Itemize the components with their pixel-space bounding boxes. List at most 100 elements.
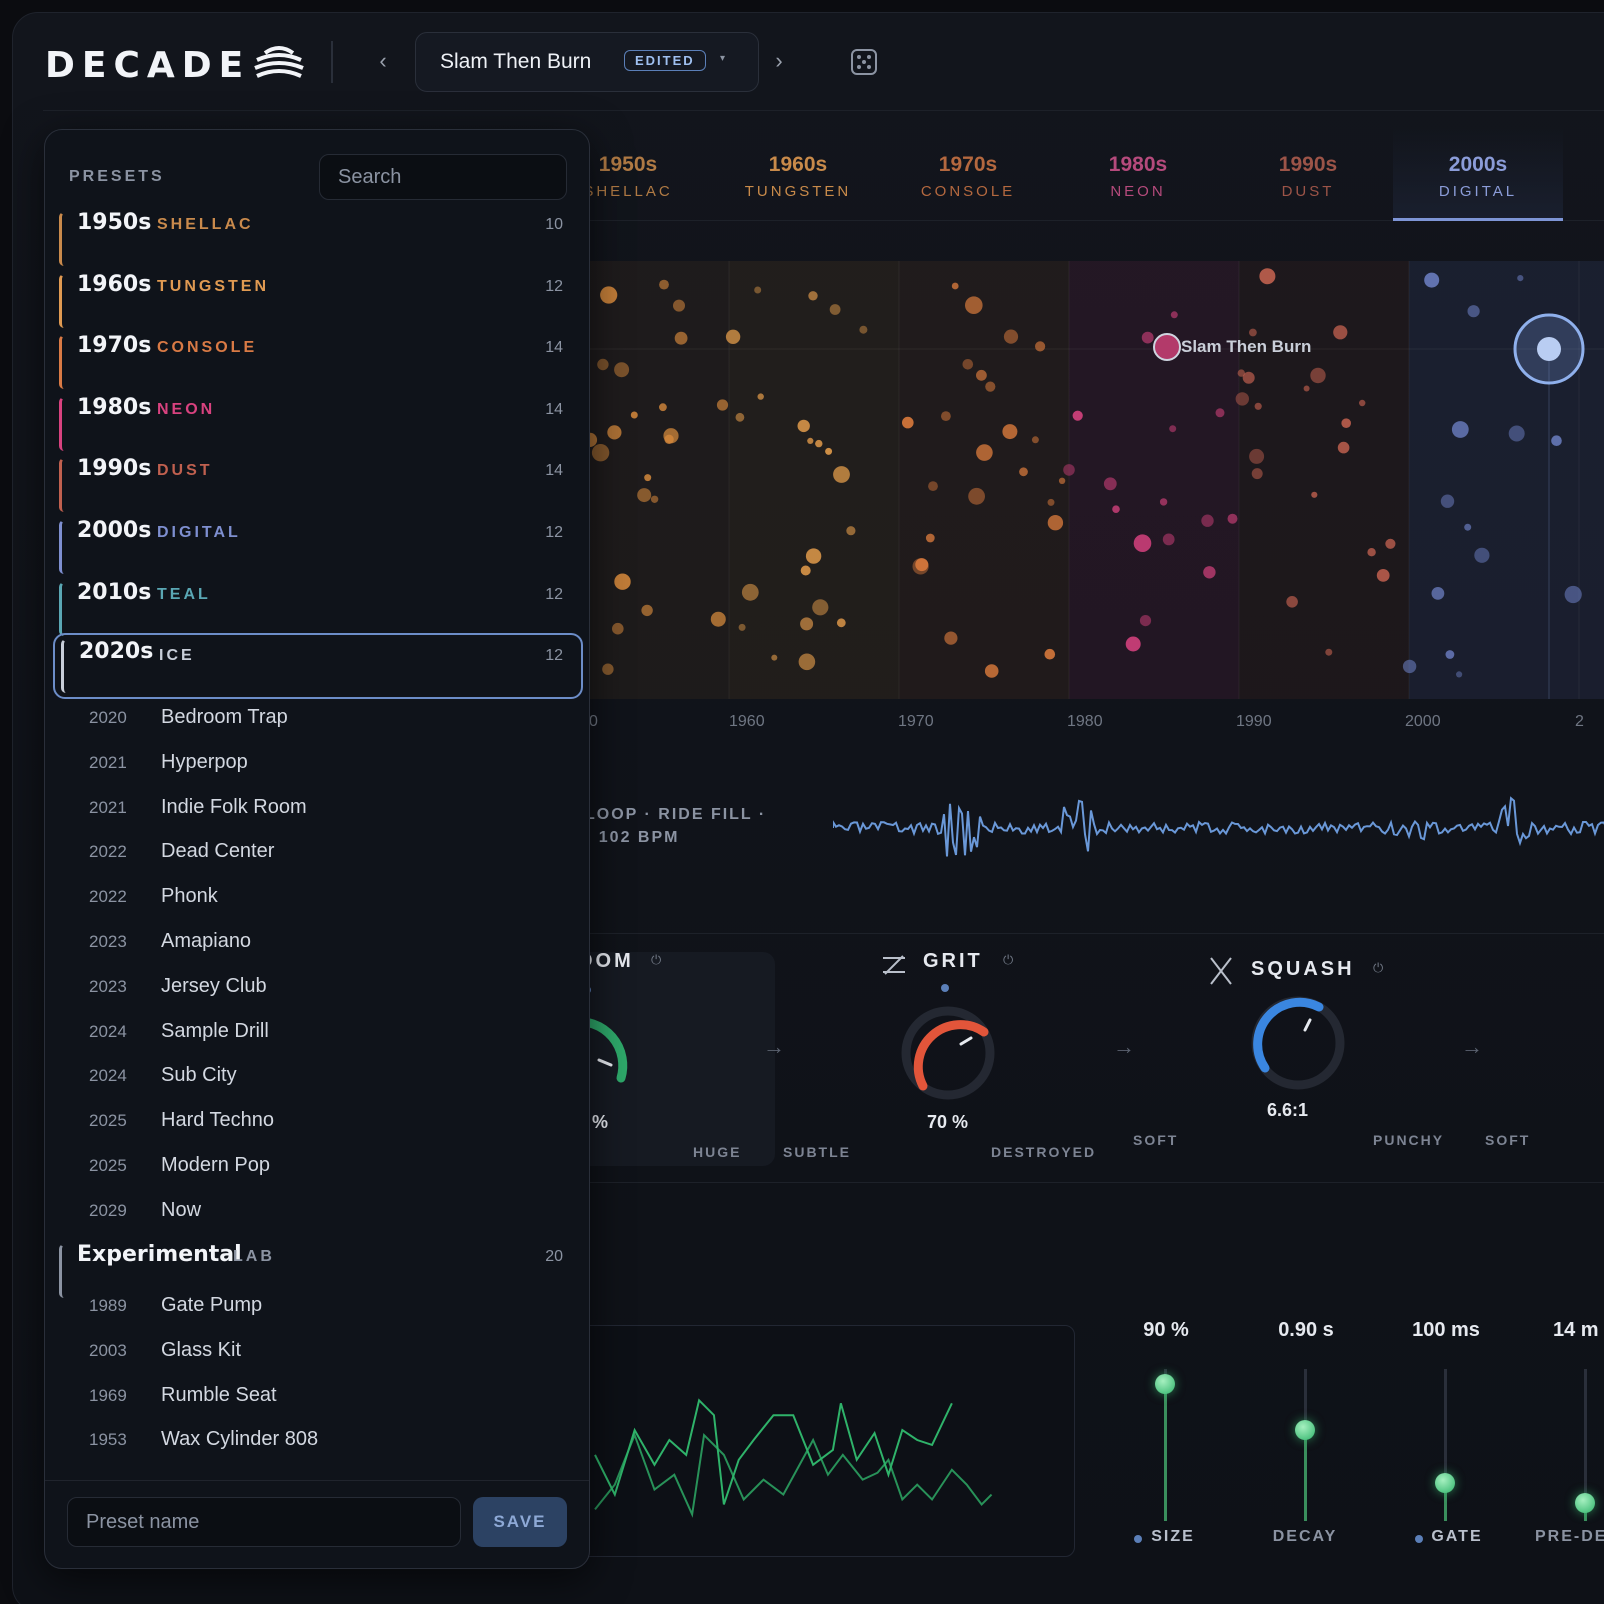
save-button[interactable]: SAVE — [473, 1497, 567, 1547]
preset-dot[interactable] — [1072, 410, 1083, 421]
preset-dot[interactable] — [1031, 436, 1039, 444]
preset-dot[interactable] — [1112, 505, 1120, 513]
preset-dot[interactable] — [825, 447, 833, 455]
preset-dot[interactable] — [1337, 441, 1350, 454]
preset-dot[interactable] — [754, 286, 762, 294]
preset-dot[interactable] — [846, 526, 856, 536]
preset-dot[interactable] — [836, 618, 846, 628]
preset-item[interactable]: 2025 Modern Pop — [89, 1150, 549, 1186]
category-experimental[interactable]: Experimental LAB 20 — [59, 1240, 577, 1298]
tab-1950s[interactable]: 1950s SHELLAC — [543, 125, 713, 221]
preset-dot[interactable] — [1203, 566, 1216, 579]
preset-item[interactable]: 1953 Wax Cylinder 808 — [89, 1424, 549, 1460]
preset-item[interactable]: 2029 Now — [89, 1195, 549, 1231]
preset-dot[interactable] — [1456, 671, 1463, 678]
preset-dot[interactable] — [1125, 636, 1141, 652]
slider-thumb[interactable] — [1155, 1374, 1175, 1395]
preset-dot[interactable] — [1431, 587, 1445, 600]
preset-dot[interactable] — [941, 411, 951, 421]
preset-dot[interactable] — [738, 623, 746, 631]
preset-dot[interactable] — [1286, 596, 1298, 608]
preset-item[interactable]: 2025 Hard Techno — [89, 1105, 549, 1141]
preset-dot[interactable] — [1254, 402, 1262, 410]
search-input[interactable] — [319, 154, 567, 200]
preset-dot[interactable] — [1002, 424, 1018, 440]
preset-item[interactable]: 2023 Amapiano — [89, 926, 549, 962]
category-teal[interactable]: 2010s TEAL 12 — [59, 578, 577, 636]
preset-dot[interactable] — [1551, 435, 1562, 446]
preset-dot[interactable] — [1162, 533, 1175, 546]
dice-randomize-icon[interactable] — [851, 49, 877, 75]
category-dust[interactable]: 1990s DUST 14 — [59, 454, 577, 513]
preset-dot[interactable] — [1242, 371, 1255, 384]
preset-dot[interactable] — [1440, 494, 1455, 508]
preset-dot[interactable] — [1201, 514, 1214, 527]
preset-dot[interactable] — [1445, 650, 1455, 659]
preset-selector[interactable]: Slam Then Burn EDITED ▾ — [415, 32, 759, 92]
preset-dot[interactable] — [1385, 538, 1396, 549]
preset-dot[interactable] — [1376, 569, 1390, 582]
category-tungsten[interactable]: 1960s TUNGSTEN 12 — [59, 270, 577, 328]
preset-dot[interactable] — [815, 439, 823, 448]
preset-dot[interactable] — [965, 296, 983, 314]
preset-dot[interactable] — [725, 329, 741, 344]
preset-dot[interactable] — [800, 617, 814, 631]
preset-dot[interactable] — [800, 565, 811, 576]
preset-dot[interactable] — [674, 331, 688, 345]
preset-dot[interactable] — [1170, 311, 1178, 319]
preset-item[interactable]: 2022 Phonk — [89, 881, 549, 917]
preset-dot[interactable] — [1058, 477, 1066, 484]
preset-dot[interactable] — [1251, 468, 1263, 480]
preset-item[interactable]: 2024 Sub City — [89, 1060, 549, 1096]
preset-map[interactable]: Slam Then Burn 0 1960 1970 1980 1990 200… — [543, 235, 1604, 755]
preset-dot[interactable] — [1517, 275, 1524, 282]
preset-dot[interactable] — [1047, 515, 1064, 531]
preset-item[interactable]: 1989 Gate Pump — [89, 1290, 549, 1326]
preset-dot[interactable] — [1235, 392, 1249, 406]
preset-dot[interactable] — [741, 583, 759, 601]
category-shellac[interactable]: 1950s SHELLAC 10 — [59, 208, 577, 266]
preset-dot[interactable] — [1402, 659, 1417, 674]
preset-dot[interactable] — [925, 533, 935, 543]
category-neon[interactable]: 1980s NEON 14 — [59, 393, 577, 451]
preset-dot[interactable] — [1044, 648, 1056, 660]
squash-knob[interactable] — [1243, 988, 1353, 1098]
preset-dot[interactable] — [1464, 523, 1472, 531]
preset-dot[interactable] — [968, 487, 985, 505]
preset-dot[interactable] — [1259, 268, 1276, 285]
preset-dot[interactable] — [1019, 467, 1028, 477]
preset-dot[interactable] — [614, 362, 630, 378]
preset-dot[interactable] — [944, 631, 958, 645]
preset-dot[interactable] — [614, 573, 631, 590]
preset-dot[interactable] — [630, 411, 638, 419]
preset-dot[interactable] — [644, 474, 652, 482]
preset-dot[interactable] — [663, 428, 679, 444]
preset-item[interactable]: 2003 Glass Kit — [89, 1335, 549, 1371]
next-preset-button[interactable]: › — [775, 48, 783, 73]
preset-dot[interactable] — [641, 604, 653, 617]
preset-dot[interactable] — [1237, 369, 1245, 377]
preset-dot[interactable] — [984, 664, 999, 678]
power-icon[interactable]: ⏻ — [1373, 960, 1384, 975]
preset-dot[interactable] — [771, 654, 778, 661]
power-icon[interactable]: ⏻ — [1003, 952, 1014, 967]
preset-dot[interactable] — [902, 416, 914, 429]
preset-item[interactable]: 2024 Sample Drill — [89, 1016, 549, 1052]
preset-dot[interactable] — [607, 425, 622, 440]
preset-dot[interactable] — [1424, 272, 1440, 288]
preset-dot[interactable] — [1359, 399, 1366, 407]
preset-dot[interactable] — [1474, 547, 1490, 563]
preset-item[interactable]: 1969 Rumble Seat — [89, 1380, 549, 1416]
preset-dot[interactable] — [829, 304, 841, 315]
preset-dot[interactable] — [659, 279, 669, 290]
preset-dot[interactable] — [1169, 425, 1177, 433]
preset-dot[interactable] — [1564, 585, 1582, 604]
preset-dot[interactable] — [673, 299, 685, 312]
selected-preset-marker[interactable] — [1153, 333, 1181, 361]
preset-dot[interactable] — [808, 291, 818, 301]
tab-1990s[interactable]: 1990s DUST — [1223, 125, 1393, 221]
preset-dot[interactable] — [659, 403, 667, 412]
preset-dot[interactable] — [1103, 477, 1117, 491]
preset-dot[interactable] — [1159, 498, 1168, 506]
preset-dot[interactable] — [1367, 548, 1376, 557]
